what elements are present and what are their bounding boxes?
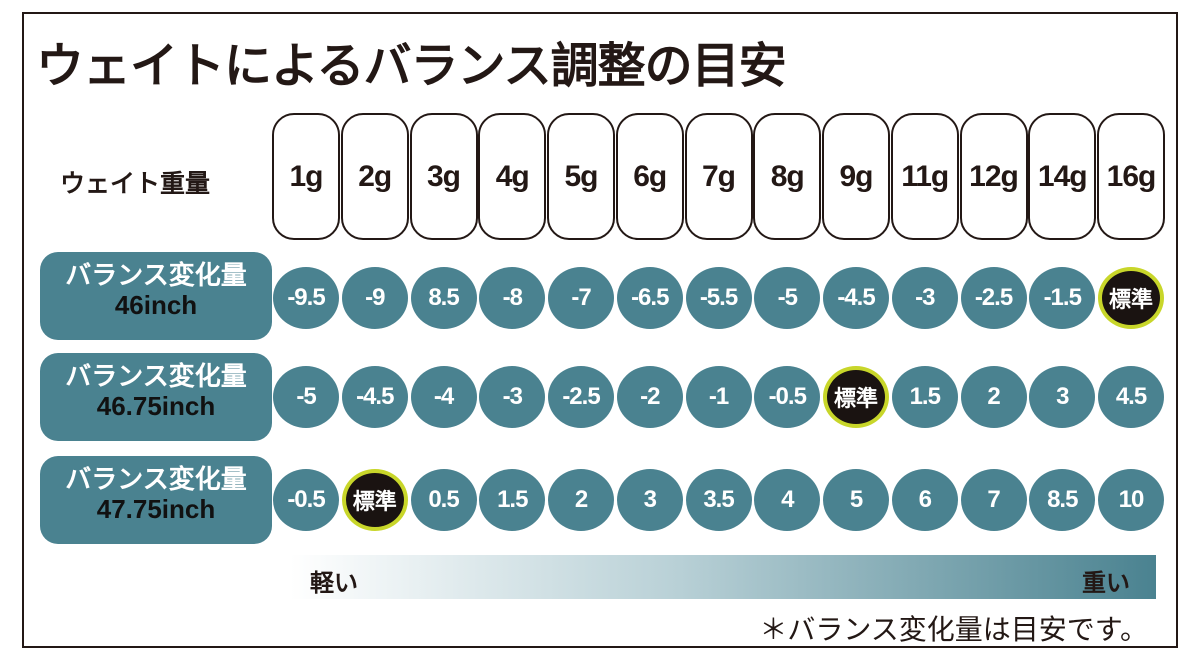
- weight-cell: 2g: [340, 113, 409, 240]
- balance-value: -9: [341, 267, 408, 329]
- balance-value: 8.5: [1029, 469, 1096, 531]
- page-title: ウェイトによるバランス調整の目安: [36, 38, 787, 94]
- balance-value: 3: [616, 469, 683, 531]
- balance-value: 1.5: [891, 366, 958, 428]
- weight-cell: 14g: [1028, 113, 1097, 240]
- weight-cell: 12g: [959, 113, 1028, 240]
- balance-value: 4.5: [1098, 366, 1164, 428]
- standard-badge: 標準: [1098, 267, 1164, 329]
- weight-cell: 6g: [615, 113, 684, 240]
- scale-heavy-label: 重い: [1082, 569, 1130, 597]
- balance-value: -2: [616, 366, 683, 428]
- balance-value: -6.5: [616, 267, 683, 329]
- balance-value: -1.5: [1029, 267, 1096, 329]
- balance-value: 8.5: [410, 267, 477, 329]
- row-label: バランス変化量 46inch: [40, 252, 272, 340]
- chart-frame: [22, 12, 1178, 648]
- row-label-title: バランス変化量: [65, 261, 247, 291]
- weight-cell: 5g: [547, 113, 615, 240]
- balance-value: -2.5: [548, 366, 614, 428]
- balance-value: -1: [685, 366, 752, 428]
- balance-value: -3: [891, 267, 958, 329]
- footnote: ＊バランス変化量は目安です。: [759, 613, 1148, 646]
- balance-value: -4.5: [341, 366, 408, 428]
- balance-value: 2: [548, 469, 614, 531]
- balance-value: -0.5: [273, 469, 339, 531]
- row-label-length: 46.75inch: [96, 390, 216, 421]
- balance-value: 0.5: [410, 469, 477, 531]
- row-label-title: バランス変化量: [65, 465, 247, 495]
- weight-gradient-bar: [290, 555, 1156, 599]
- row-label: バランス変化量 47.75inch: [40, 456, 272, 544]
- balance-value: 7: [960, 469, 1027, 531]
- weight-cell: 9g: [822, 113, 890, 240]
- balance-value: -5: [273, 366, 339, 428]
- balance-value: 6: [891, 469, 958, 531]
- balance-value: -3: [479, 366, 546, 428]
- balance-value: 5: [823, 469, 889, 531]
- weight-cell: 7g: [684, 113, 753, 240]
- weight-label: ウェイト重量: [60, 169, 211, 198]
- weight-cell: 11g: [890, 113, 959, 240]
- weight-cell: 16g: [1097, 113, 1165, 240]
- row-label-title: バランス変化量: [65, 362, 247, 392]
- balance-value: 1.5: [479, 469, 546, 531]
- balance-value: 10: [1098, 469, 1164, 531]
- row-label-length: 46inch: [114, 289, 198, 320]
- weight-cell: 3g: [409, 113, 478, 240]
- scale-light-label: 軽い: [310, 569, 358, 597]
- balance-value: -0.5: [754, 366, 821, 428]
- weight-cell: 8g: [753, 113, 822, 240]
- weight-cell: 1g: [272, 113, 340, 240]
- standard-badge: 標準: [823, 366, 889, 428]
- weight-cell: 4g: [478, 113, 547, 240]
- balance-value: -8: [479, 267, 546, 329]
- balance-value: -5: [754, 267, 821, 329]
- balance-value: -4.5: [823, 267, 889, 329]
- balance-value: 3.5: [685, 469, 752, 531]
- balance-value: -2.5: [960, 267, 1027, 329]
- row-label: バランス変化量 46.75inch: [40, 353, 272, 441]
- balance-value: -5.5: [685, 267, 752, 329]
- row-label-length: 47.75inch: [96, 493, 216, 524]
- standard-badge: 標準: [341, 469, 408, 531]
- balance-value: -9.5: [273, 267, 339, 329]
- balance-value: -7: [548, 267, 614, 329]
- balance-value: 3: [1029, 366, 1096, 428]
- balance-value: 2: [960, 366, 1027, 428]
- balance-value: -4: [410, 366, 477, 428]
- balance-value: 4: [754, 469, 821, 531]
